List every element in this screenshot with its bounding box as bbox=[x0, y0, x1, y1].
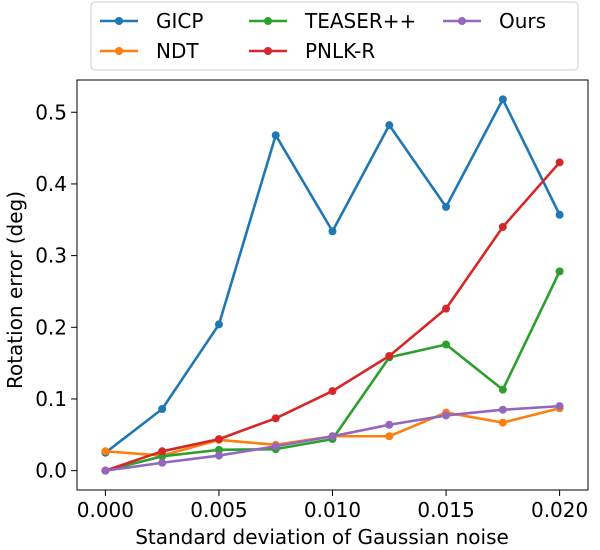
data-point-gicp bbox=[158, 405, 167, 414]
x-tick-label: 0.005 bbox=[190, 498, 247, 522]
x-tick-label: 0.015 bbox=[417, 498, 474, 522]
data-point-teaser bbox=[555, 267, 564, 276]
legend-label-gicp: GICP bbox=[156, 9, 203, 33]
series-gicp bbox=[101, 95, 564, 457]
data-point-ours bbox=[101, 466, 110, 475]
data-point-ndt bbox=[385, 432, 394, 441]
legend-marker-ndt bbox=[115, 47, 123, 55]
y-tick-label: 0.0 bbox=[35, 459, 67, 483]
legend-marker-gicp bbox=[115, 17, 123, 25]
series-pnlk-r bbox=[101, 158, 564, 475]
data-point-ours bbox=[442, 411, 451, 420]
series-line-gicp bbox=[104, 98, 561, 454]
data-point-pnlk-r bbox=[498, 222, 507, 231]
data-point-gicp bbox=[328, 227, 337, 236]
legend-label-ndt: NDT bbox=[156, 39, 199, 63]
data-point-pnlk-r bbox=[328, 387, 337, 396]
data-point-ours bbox=[555, 402, 564, 411]
legend-label-teaser: TEASER++ bbox=[304, 9, 416, 33]
data-point-teaser bbox=[498, 385, 507, 394]
plot-frame bbox=[76, 79, 589, 491]
data-point-teaser bbox=[214, 445, 223, 454]
legend-label-pnlk-r: PNLK-R bbox=[305, 39, 375, 63]
data-point-gicp bbox=[498, 95, 507, 104]
data-point-pnlk-r bbox=[271, 414, 280, 423]
series-layer bbox=[101, 95, 564, 475]
data-point-gicp bbox=[214, 320, 223, 329]
x-tick-label: 0.010 bbox=[304, 498, 361, 522]
data-point-pnlk-r bbox=[214, 435, 223, 444]
legend: GICP NDT TEASER++ PNLK-R Ours bbox=[90, 1, 579, 71]
data-point-pnlk-r bbox=[385, 351, 394, 360]
data-point-pnlk-r bbox=[158, 447, 167, 456]
data-point-gicp bbox=[385, 121, 394, 130]
series-teaser bbox=[101, 267, 564, 475]
x-tick-label: 0.000 bbox=[77, 498, 134, 522]
data-point-ndt bbox=[101, 447, 110, 456]
data-point-ndt bbox=[498, 418, 507, 427]
legend-marker-ours bbox=[458, 17, 466, 25]
y-tick-label: 0.2 bbox=[35, 315, 67, 339]
data-point-gicp bbox=[555, 210, 564, 219]
y-tick-label: 0.5 bbox=[35, 100, 67, 124]
data-point-gicp bbox=[271, 131, 280, 140]
legend-box bbox=[90, 1, 579, 71]
data-point-ours bbox=[271, 442, 280, 451]
data-point-pnlk-r bbox=[555, 158, 564, 167]
data-point-ours bbox=[385, 420, 394, 429]
legend-marker-teaser bbox=[264, 17, 272, 25]
data-point-ours bbox=[498, 405, 507, 414]
legend-label-ours: Ours bbox=[499, 9, 546, 33]
series-ours bbox=[101, 402, 564, 475]
data-point-ours bbox=[214, 451, 223, 460]
series-ndt bbox=[101, 404, 564, 460]
legend-marker-pnlk-r bbox=[264, 47, 272, 55]
data-point-gicp bbox=[442, 202, 451, 211]
series-line-pnlk-r bbox=[104, 161, 561, 472]
y-tick-label: 0.1 bbox=[35, 387, 67, 411]
x-tick-label: 0.020 bbox=[531, 498, 588, 522]
y-tick-label: 0.4 bbox=[35, 172, 67, 196]
y-axis-label: Rotation error (deg) bbox=[3, 191, 27, 389]
x-axis-label: Standard deviation of Gaussian noise bbox=[135, 525, 509, 549]
data-point-ours bbox=[158, 458, 167, 467]
y-tick-label: 0.3 bbox=[35, 244, 67, 268]
data-point-pnlk-r bbox=[442, 304, 451, 313]
data-point-teaser bbox=[442, 340, 451, 349]
axes-layer: 0.000 0.005 0.010 0.015 0.020 0.0 0.1 0.2 0.3 0.4… bbox=[35, 79, 589, 522]
data-point-ours bbox=[328, 432, 337, 441]
